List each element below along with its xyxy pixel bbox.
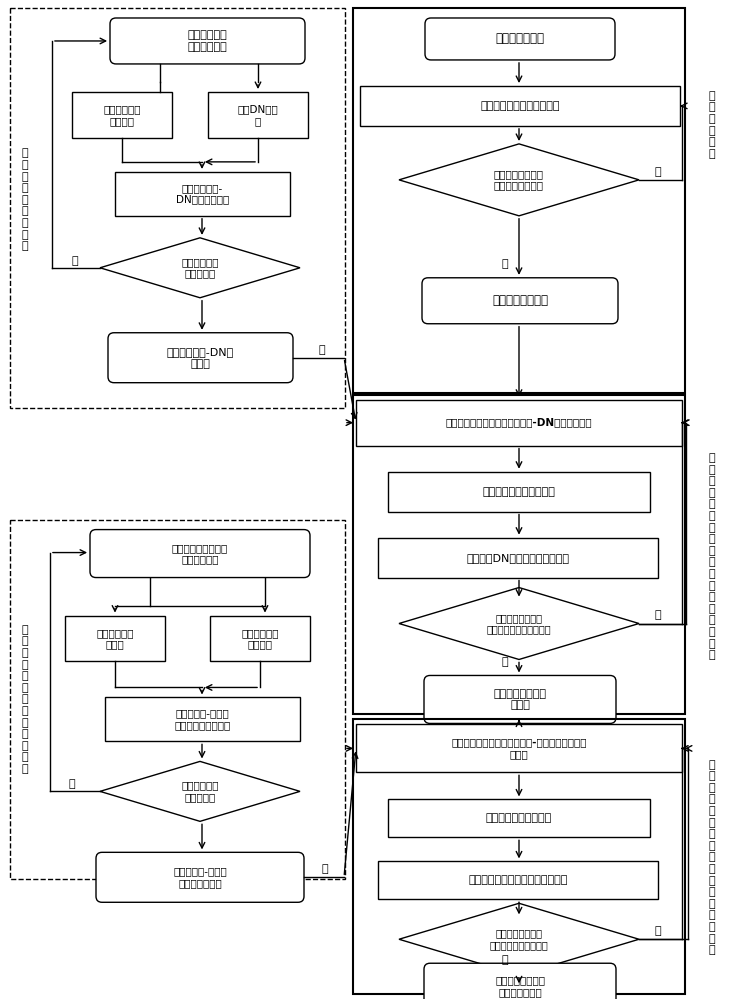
FancyBboxPatch shape bbox=[110, 18, 305, 64]
Bar bbox=[208, 92, 308, 138]
Text: 相
对
辐
射
校
正: 相 对 辐 射 校 正 bbox=[709, 91, 715, 159]
Text: 计算实验室辐亮度对应在轨辐亮度: 计算实验室辐亮度对应在轨辐亮度 bbox=[468, 875, 567, 885]
Text: 解求各谱段各像元在轨辐亮度-实验室辐亮度查找
表区间: 解求各谱段各像元在轨辐亮度-实验室辐亮度查找 表区间 bbox=[452, 738, 586, 759]
Text: 是: 是 bbox=[322, 864, 328, 874]
Text: 所有谱段所有像元
完成实验室绝对辐射校正: 所有谱段所有像元 完成实验室绝对辐射校正 bbox=[487, 613, 551, 634]
Text: 在轨辐亮度-实验室
辐亮度值查找表构建: 在轨辐亮度-实验室 辐亮度值查找表构建 bbox=[174, 709, 231, 730]
Text: 否: 否 bbox=[72, 256, 78, 266]
FancyBboxPatch shape bbox=[108, 333, 293, 383]
Bar bbox=[353, 8, 685, 393]
Text: 相对辐射校正影像: 相对辐射校正影像 bbox=[492, 294, 548, 307]
Text: 否: 否 bbox=[655, 611, 661, 621]
Text: 地
面
检
校
场
在
轨
绝
对
辐
射
定
标: 地 面 检 校 场 在 轨 绝 对 辐 射 定 标 bbox=[22, 625, 29, 774]
FancyBboxPatch shape bbox=[90, 530, 310, 578]
Text: 是: 是 bbox=[501, 955, 508, 965]
Bar bbox=[353, 395, 685, 714]
FancyBboxPatch shape bbox=[422, 278, 618, 324]
FancyBboxPatch shape bbox=[96, 852, 304, 902]
FancyBboxPatch shape bbox=[425, 18, 615, 60]
Text: 靶标实验室辐
亮度获取: 靶标实验室辐 亮度获取 bbox=[241, 628, 279, 649]
Text: 计算像元DN值对应实验室辐亮度: 计算像元DN值对应实验室辐亮度 bbox=[466, 553, 570, 563]
Bar bbox=[105, 697, 300, 741]
Bar bbox=[360, 86, 680, 126]
Text: 在轨辐亮度-实验室
辐亮度值查找表: 在轨辐亮度-实验室 辐亮度值查找表 bbox=[173, 867, 227, 888]
Text: 各谱段各像元相对辐射校正: 各谱段各像元相对辐射校正 bbox=[480, 101, 560, 111]
Text: 是: 是 bbox=[501, 657, 508, 667]
Bar bbox=[356, 400, 682, 446]
Bar bbox=[210, 616, 310, 661]
Polygon shape bbox=[399, 144, 639, 216]
FancyBboxPatch shape bbox=[424, 963, 616, 1000]
Text: 基
于
实
验
室
绝
对
定
标
结
果
的
绝
对
辐
射
校
正: 基 于 实 验 室 绝 对 定 标 结 果 的 绝 对 辐 射 校 正 bbox=[709, 453, 715, 660]
Text: 否: 否 bbox=[69, 779, 75, 789]
Text: 是: 是 bbox=[501, 259, 508, 269]
Text: 实
验
室
绝
对
辐
射
定
标: 实 验 室 绝 对 辐 射 定 标 bbox=[22, 148, 29, 251]
Text: 所有谱段完成
查找表构建: 所有谱段完成 查找表构建 bbox=[181, 257, 218, 279]
Polygon shape bbox=[399, 903, 639, 975]
Text: 解求各谱段各像元实验室辐亮度-DN值查找表区间: 解求各谱段各像元实验室辐亮度-DN值查找表区间 bbox=[446, 418, 592, 428]
Text: 实验室辐亮度-DN值
查找表: 实验室辐亮度-DN值 查找表 bbox=[167, 347, 234, 369]
Bar bbox=[115, 172, 290, 216]
Text: 解算在轨绝对定标系数: 解算在轨绝对定标系数 bbox=[486, 813, 552, 823]
Text: 标准DN值计
算: 标准DN值计 算 bbox=[237, 104, 279, 126]
Bar bbox=[65, 616, 165, 661]
Polygon shape bbox=[100, 761, 300, 821]
Bar bbox=[10, 520, 345, 879]
FancyBboxPatch shape bbox=[424, 675, 616, 723]
Bar bbox=[72, 92, 172, 138]
Bar bbox=[353, 719, 685, 994]
Bar bbox=[388, 472, 650, 512]
Text: 是: 是 bbox=[319, 345, 325, 355]
Bar bbox=[378, 861, 658, 899]
Text: 实验室标准辐
亮度计算: 实验室标准辐 亮度计算 bbox=[103, 104, 141, 126]
Text: 实验室绝对辐射校
正影像: 实验室绝对辐射校 正影像 bbox=[493, 689, 547, 710]
Polygon shape bbox=[100, 238, 300, 298]
Bar bbox=[10, 8, 345, 408]
Text: 多光谱原始影像: 多光谱原始影像 bbox=[496, 32, 545, 45]
Text: 否: 否 bbox=[655, 926, 661, 936]
Text: 所有谱段所有像元
完成相对辐射校正: 所有谱段所有像元 完成相对辐射校正 bbox=[494, 169, 544, 191]
Text: 地面检校场在轨绝
对辐射校正影像: 地面检校场在轨绝 对辐射校正影像 bbox=[495, 975, 545, 997]
Bar bbox=[378, 538, 658, 578]
Text: 各谱段实验室
辐射定标数据: 各谱段实验室 辐射定标数据 bbox=[188, 30, 227, 52]
Text: 所有谱段所有像元
完成在轨绝对辐射校正: 所有谱段所有像元 完成在轨绝对辐射校正 bbox=[490, 928, 548, 950]
Text: 地面检校场靶标在轨
辐射定标数据: 地面检校场靶标在轨 辐射定标数据 bbox=[172, 543, 228, 564]
Text: 解算实验室绝对定标系数: 解算实验室绝对定标系数 bbox=[482, 487, 556, 497]
Polygon shape bbox=[399, 588, 639, 659]
Text: 否: 否 bbox=[655, 167, 661, 177]
Text: 所有谱段完成
查找表构建: 所有谱段完成 查找表构建 bbox=[181, 781, 218, 802]
Bar bbox=[356, 724, 682, 772]
Text: 实验室辐亮度-
DN值查找表构建: 实验室辐亮度- DN值查找表构建 bbox=[176, 183, 229, 205]
Bar bbox=[388, 799, 650, 837]
Text: 基
于
在
轨
绝
对
定
标
结
果
的
绝
对
辐
射
校
正: 基 于 在 轨 绝 对 定 标 结 果 的 绝 对 辐 射 校 正 bbox=[709, 760, 715, 955]
Text: 靶标在轨辐亮
度计算: 靶标在轨辐亮 度计算 bbox=[96, 628, 133, 649]
